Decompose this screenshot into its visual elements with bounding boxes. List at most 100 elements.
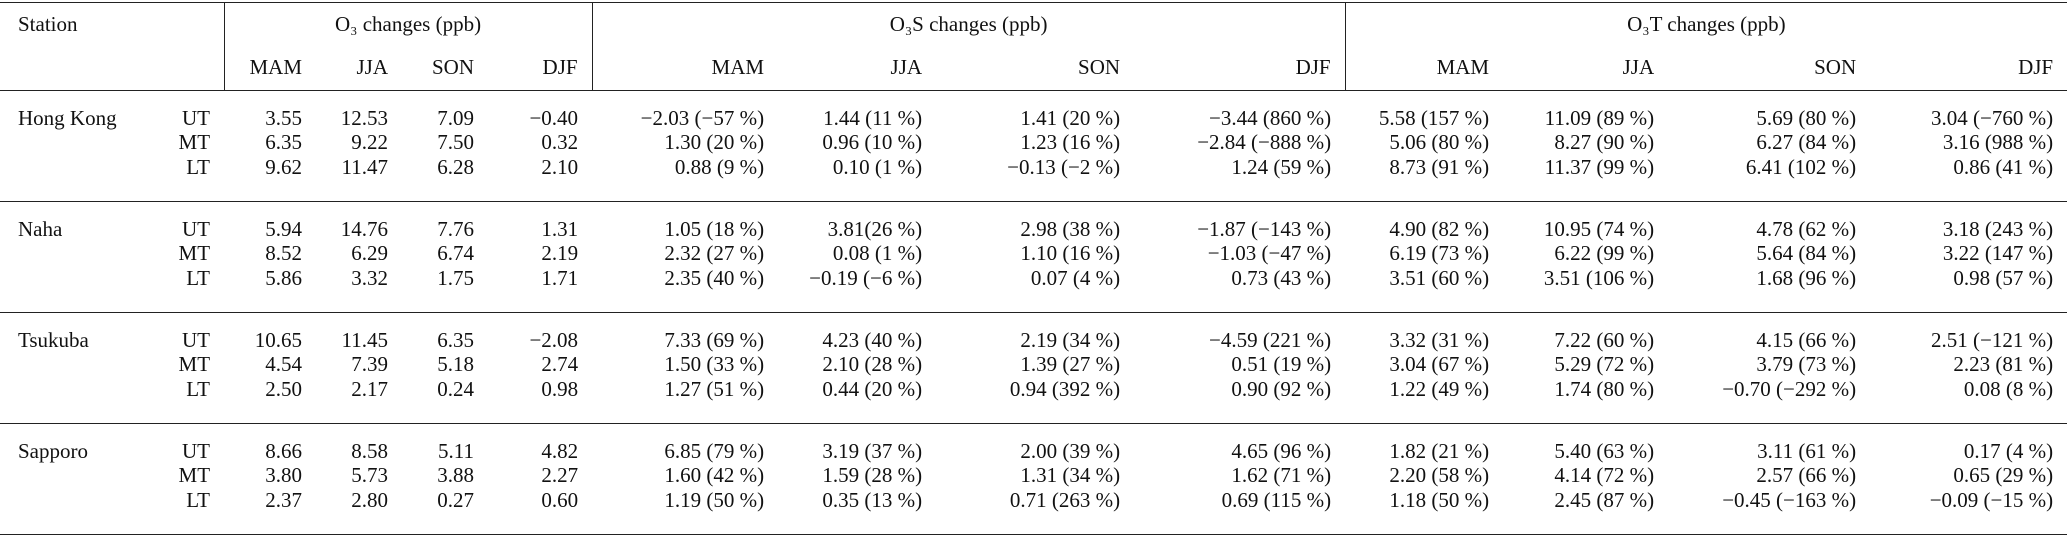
value-cell: 2.32 (27 %) [664,241,765,265]
value-cell: 2.80 [316,487,403,535]
value-cell: 4.23 (40 %) [822,327,923,352]
value-cell: −2.03 (−57 %) [640,105,765,130]
value-cell: 5.40 (63 %) [1554,438,1655,463]
value-cell: 1.62 (71 %) [1231,463,1332,487]
value-cell: 1.44 (11 %) [823,105,923,130]
level: MT [178,130,211,154]
level: UT [182,105,211,130]
value-cell: 4.14 (72 %) [1554,463,1655,487]
value-cell: 8.73 (91 %) [1345,154,1504,202]
value-cell: 1.24 (59 %) [1134,154,1346,202]
value-cell: 3.04 (−760 %) [1931,105,2054,130]
value-cell: 3.22 (147 %) [1942,241,2054,265]
value-cell: 0.86 (41 %) [1870,154,2067,202]
value-cell: 1.41 (20 %) [1020,105,1121,130]
level: MT [178,241,211,265]
value-cell: 2.35 (40 %) [592,265,779,313]
value-cell: 12.53 [340,105,389,130]
value-cell: 1.60 (42 %) [664,463,765,487]
value-cell: 2.37 [224,487,317,535]
value-cell: 4.15 (66 %) [1756,327,1857,352]
value-cell: −2.08 [529,327,579,352]
value-cell: 0.17 (4 %) [1963,438,2054,463]
data-row: LT 2.37 2.80 0.27 0.60 1.19 (50 %) 0.35 (13 %)… [0,487,2067,535]
value-cell: 2.23 (81 %) [1953,352,2054,376]
value-cell: 5.11 [438,438,475,463]
level: LT [152,154,225,202]
value-cell: −0.70 (−292 %) [1668,376,1871,424]
value-cell: 1.23 (16 %) [1020,130,1121,154]
value-cell: 7.39 [351,352,389,376]
value-cell: −0.40 [529,105,579,130]
value-cell: 10.65 [254,327,303,352]
data-row: Sapporo UT 8.66 8.58 5.11 4.82 6.85 (79 %) 3.19… [0,424,2067,463]
value-cell: 1.31 [541,216,579,241]
value-cell: −0.13 (−2 %) [936,154,1135,202]
data-row: Hong Kong UT 3.55 12.53 7.09 −0.40 −2.03 (−57 … [0,91,2067,130]
level: MT [178,463,211,487]
station-name: Naha [18,216,63,241]
value-cell: 3.88 [437,463,475,487]
value-cell: 6.19 (73 %) [1389,241,1490,265]
value-cell: 9.22 [351,130,389,154]
value-cell: 4.65 (96 %) [1231,438,1332,463]
value-cell: 1.74 (80 %) [1503,376,1669,424]
blank-cell [0,352,152,377]
group-header: O₃ changes (ppb) [223,2,593,45]
data-row: LT 2.50 2.17 0.24 0.98 1.27 (51 %) 0.44 (20 %)… [0,376,2067,424]
season-header: JJA [1503,44,1669,91]
value-cell: 6.35 [437,327,475,352]
value-cell: 0.73 (43 %) [1134,265,1346,313]
data-row: MT 8.52 6.29 6.74 2.19 2.32 (27 %) 0.08 (1 %) 1… [0,241,2067,266]
data-row: MT 6.35 9.22 7.50 0.32 1.30 (20 %) 0.96 (10 %)… [0,130,2067,155]
value-cell: 1.10 (16 %) [1020,241,1121,265]
value-cell: 9.62 [224,154,317,202]
header-row: Station O₃ changes (ppb) O₃S changes (ppb)… [0,2,2067,45]
season-header: DJF [488,44,593,91]
value-cell: 2.51 (−121 %) [1931,327,2054,352]
value-cell: 3.32 [316,265,403,313]
value-cell: 1.19 (50 %) [592,487,779,535]
value-cell: 1.39 (27 %) [1020,352,1121,376]
season-header: JJA [778,44,937,91]
value-cell: 11.09 (89 %) [1544,105,1655,130]
value-cell: 0.32 [541,130,579,154]
value-cell: 0.88 (9 %) [592,154,779,202]
value-cell: −1.87 (−143 %) [1197,216,1332,241]
value-cell: 1.71 [488,265,593,313]
value-cell: 7.50 [437,130,475,154]
value-cell: 10.95 (74 %) [1543,216,1655,241]
value-cell: 2.10 (28 %) [822,352,923,376]
station-name: Sapporo [18,438,88,463]
value-cell: 0.90 (92 %) [1134,376,1346,424]
value-cell: 1.50 (33 %) [664,352,765,376]
value-cell: 2.20 (58 %) [1389,463,1490,487]
value-cell: 6.22 (99 %) [1554,241,1655,265]
blank-cell [0,265,152,313]
blank-cell [0,241,152,266]
station-name: Tsukuba [18,327,89,352]
value-cell: 1.82 (21 %) [1389,438,1490,463]
value-cell: 3.19 (37 %) [822,438,923,463]
level: LT [152,265,225,313]
value-cell: 3.18 (243 %) [1942,216,2054,241]
value-cell: 3.80 [265,463,303,487]
season-header: MAM [591,44,779,91]
value-cell: 5.58 (157 %) [1378,105,1490,130]
value-cell: −2.84 (−888 %) [1197,130,1332,154]
value-cell: 3.11 (61 %) [1757,438,1857,463]
value-cell: 1.75 [402,265,489,313]
season-header: SON [1668,44,1871,91]
value-cell: 2.45 (87 %) [1503,487,1669,535]
value-cell: 1.18 (50 %) [1345,487,1504,535]
value-cell: 7.76 [437,216,475,241]
value-cell: 2.57 (66 %) [1756,463,1857,487]
value-cell: 8.66 [265,438,303,463]
group-header: O₃S changes (ppb) [591,2,1346,45]
value-cell: 6.27 (84 %) [1756,130,1857,154]
value-cell: 3.51 (106 %) [1503,265,1669,313]
data-row: LT 5.86 3.32 1.75 1.71 2.35 (40 %) −0.19 (−6 %… [0,265,2067,313]
level: UT [182,216,211,241]
